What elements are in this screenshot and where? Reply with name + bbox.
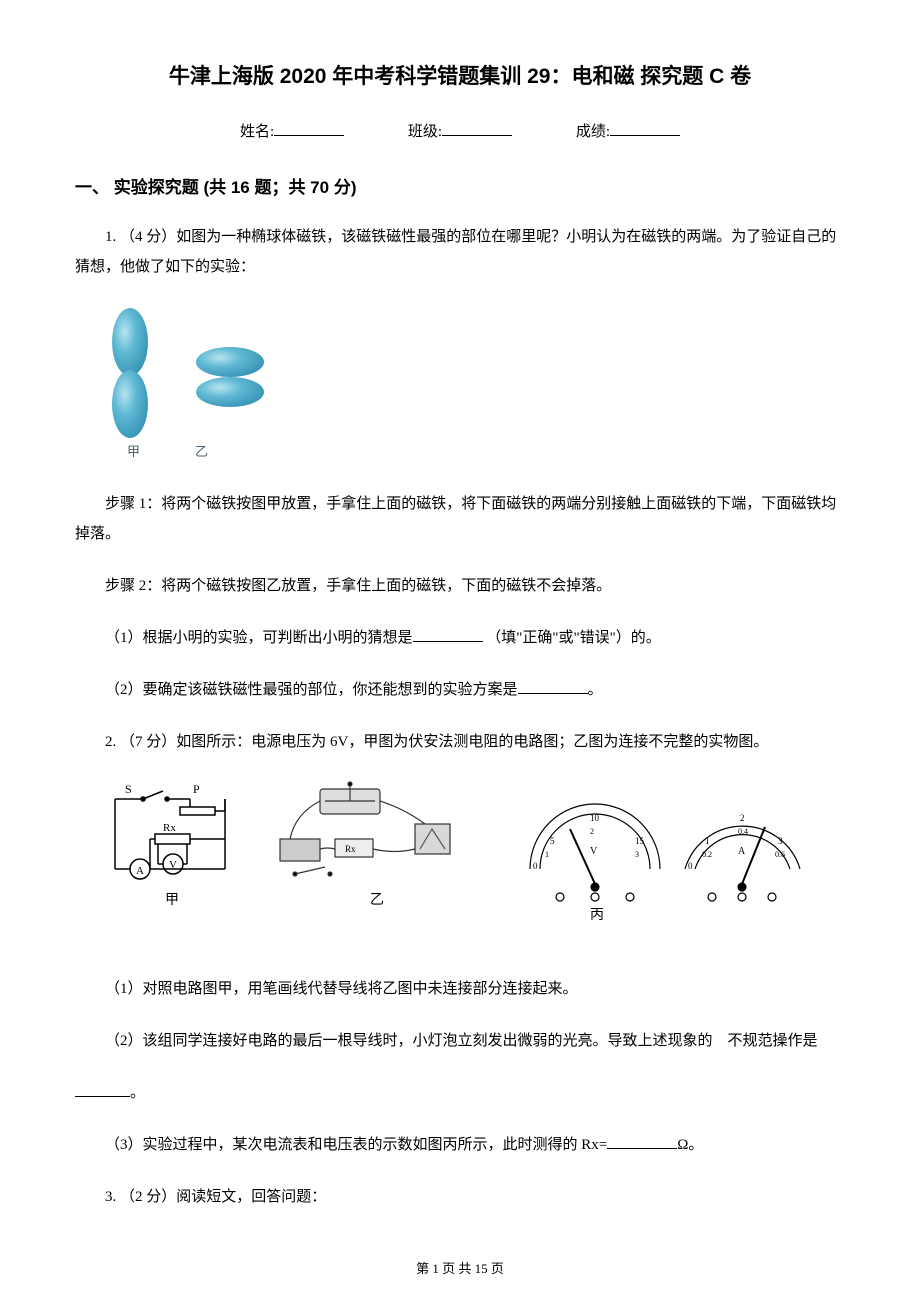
q3-stem: 3. （2 分）阅读短文，回答问题： bbox=[75, 1182, 845, 1212]
q2-sub1: （1）对照电路图甲，用笔画线代替导线将乙图中未连接部分连接起来。 bbox=[75, 974, 845, 1004]
q2-sub2-end: 。 bbox=[75, 1078, 845, 1108]
svg-text:Rx: Rx bbox=[163, 822, 176, 834]
svg-text:5: 5 bbox=[550, 836, 555, 846]
q2-sub3-a: （3）实验过程中，某次电流表和电压表的示数如图丙所示，此时测得的 Rx= bbox=[105, 1137, 607, 1153]
circuit-label-bing: 丙 bbox=[590, 908, 604, 923]
section-heading: 一、 实验探究题 (共 16 题；共 70 分) bbox=[75, 173, 845, 198]
svg-text:1: 1 bbox=[705, 836, 710, 846]
page-title: 牛津上海版 2020 年中考科学错题集训 29：电和磁 探究题 C 卷 bbox=[75, 60, 845, 90]
name-label: 姓名: bbox=[240, 124, 274, 140]
q2-sub3-b: Ω。 bbox=[677, 1137, 703, 1153]
q1-sub2-a: （2）要确定该磁铁磁性最强的部位，你还能想到的实验方案是 bbox=[105, 682, 518, 698]
score-blank bbox=[610, 135, 680, 136]
q1-sub2-b: 。 bbox=[588, 682, 603, 698]
q1-step1: 步骤 1：将两个磁铁按图甲放置，手拿住上面的磁铁，将下面磁铁的两端分别接触上面磁… bbox=[75, 489, 845, 549]
svg-text:S: S bbox=[125, 782, 132, 796]
svg-text:Rx: Rx bbox=[345, 844, 356, 854]
q1-step2: 步骤 2：将两个磁铁按图乙放置，手拿住上面的磁铁，下面的磁铁不会掉落。 bbox=[75, 571, 845, 601]
svg-text:1: 1 bbox=[545, 850, 549, 859]
magnet-label-yi: 乙 bbox=[195, 444, 208, 459]
q1-sub1-b: （填"正确"或"错误"）的。 bbox=[483, 630, 661, 646]
page-footer: 第 1 页 共 15 页 bbox=[0, 1258, 920, 1277]
q1-stem: 1. （4 分）如图为一种椭球体磁铁，该磁铁磁性最强的部位在哪里呢？小明认为在磁… bbox=[75, 222, 845, 282]
q1-sub2-blank bbox=[518, 693, 588, 694]
svg-text:0.6: 0.6 bbox=[775, 850, 785, 859]
q2-stem: 2. （7 分）如图所示：电源电压为 6V，甲图为伏安法测电阻的电路图；乙图为连… bbox=[75, 727, 845, 757]
svg-text:0: 0 bbox=[688, 861, 693, 871]
circuit-label-yi: 乙 bbox=[370, 892, 384, 908]
svg-text:10: 10 bbox=[590, 813, 600, 823]
magnet-label-jia: 甲 bbox=[127, 444, 140, 459]
q1-sub1-blank bbox=[413, 641, 483, 642]
svg-text:2: 2 bbox=[590, 827, 594, 836]
svg-text:P: P bbox=[193, 782, 200, 796]
magnet-figure: 甲 乙 bbox=[95, 304, 845, 469]
svg-text:2: 2 bbox=[740, 813, 745, 823]
circuit-figure: S P A Rx V bbox=[95, 779, 845, 954]
q1-sub2: （2）要确定该磁铁磁性最强的部位，你还能想到的实验方案是 。 bbox=[75, 675, 845, 705]
q2-sub2: （2）该组同学连接好电路的最后一根导线时，小灯泡立刻发出微弱的光亮。导致上述现象… bbox=[75, 1026, 845, 1056]
info-line: 姓名: 班级: 成绩: bbox=[75, 120, 845, 141]
svg-text:3: 3 bbox=[635, 850, 639, 859]
q1-stem-text: 1. （4 分）如图为一种椭球体磁铁，该磁铁磁性最强的部位在哪里呢？小明认为在磁… bbox=[75, 229, 836, 275]
q1-sub1: （1）根据小明的实验，可判断出小明的猜想是 （填"正确"或"错误"）的。 bbox=[75, 623, 845, 653]
svg-text:A: A bbox=[738, 846, 746, 857]
svg-text:V: V bbox=[590, 846, 598, 857]
svg-text:A: A bbox=[136, 865, 144, 877]
q2-sub3-blank bbox=[607, 1148, 677, 1149]
svg-text:0: 0 bbox=[533, 861, 538, 871]
q1-sub1-a: （1）根据小明的实验，可判断出小明的猜想是 bbox=[105, 630, 413, 646]
q2-sub2-blank bbox=[75, 1096, 130, 1097]
svg-text:0.4: 0.4 bbox=[738, 827, 748, 836]
q2-sub3: （3）实验过程中，某次电流表和电压表的示数如图丙所示，此时测得的 Rx= Ω。 bbox=[75, 1130, 845, 1160]
svg-text:3: 3 bbox=[778, 836, 783, 846]
q2-sub2-period: 。 bbox=[130, 1085, 145, 1101]
q2-sub2-text: （2）该组同学连接好电路的最后一根导线时，小灯泡立刻发出微弱的光亮。导致上述现象… bbox=[105, 1033, 818, 1049]
svg-text:0.2: 0.2 bbox=[702, 850, 712, 859]
svg-text:15: 15 bbox=[635, 836, 645, 846]
score-label: 成绩: bbox=[576, 124, 610, 140]
class-label: 班级: bbox=[408, 124, 442, 140]
name-blank bbox=[274, 135, 344, 136]
circuit-label-jia: 甲 bbox=[165, 893, 179, 908]
class-blank bbox=[442, 135, 512, 136]
